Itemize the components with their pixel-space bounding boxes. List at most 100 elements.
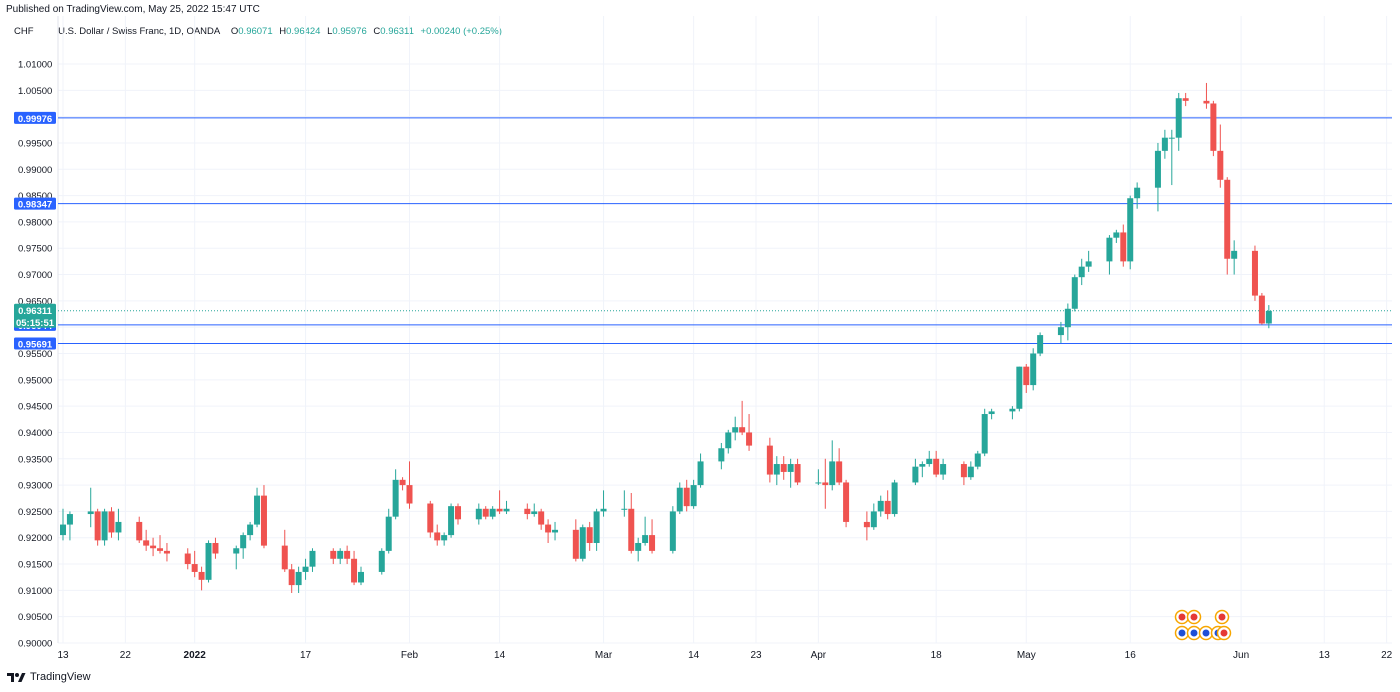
candle [870,503,877,530]
candle-body [1231,250,1238,259]
candle [933,450,940,478]
candle-body [1009,408,1016,412]
candle [1030,348,1037,391]
candle-body [427,503,434,533]
candle-body [1078,266,1085,278]
y-tick-label: 0.94500 [18,402,52,413]
candle [690,479,697,509]
candle-body [870,511,877,528]
candle-body [1016,366,1023,409]
symbol-currency: CHF [14,26,34,37]
candle-body [1064,308,1071,328]
footer-brand[interactable]: TradingView [6,671,91,683]
candle-body [552,529,559,533]
candle [455,503,462,525]
candle-body [538,511,545,525]
candle-body [974,453,981,467]
x-tick-label: 2022 [184,650,207,661]
candle [579,524,586,562]
candle-body [683,487,690,507]
candle-body [392,479,399,517]
candle [1265,305,1272,329]
candle-body [739,427,746,433]
candle [136,516,143,543]
candle-body [642,535,649,543]
candle-body [406,485,413,504]
candle-body [351,558,358,583]
candle [1168,129,1175,186]
candle [205,540,212,583]
candle [739,400,746,436]
candle [1127,195,1134,270]
x-tick-label: Feb [401,650,419,661]
open-label: O [230,26,239,37]
candle [385,508,392,554]
candle-body [649,535,656,551]
candle [628,492,635,554]
candle [794,458,801,486]
candle [378,548,385,575]
candle-body [829,461,836,486]
candle-body [926,458,933,465]
high-label: H [279,26,287,37]
candle-body [136,521,143,541]
candle-body [773,464,780,475]
price-tag-text: 05:15:51 [16,318,55,329]
candle [1106,235,1113,275]
candle-body [357,571,364,583]
y-tick-label: 0.90500 [18,612,52,623]
candle-body [288,569,295,586]
candle-body [746,432,753,446]
candle-body [891,482,898,515]
candle [115,508,122,541]
x-tick-label: Apr [811,650,827,661]
candle [357,566,364,586]
candle-body [940,464,947,475]
candle [718,442,725,470]
candle [260,485,267,549]
candle [891,479,898,517]
candle [392,469,399,520]
candle [399,477,406,491]
candle [254,487,261,528]
y-tick-label: 0.93000 [18,481,52,492]
candle-body [1085,261,1092,267]
candle-body [150,545,157,549]
candle-body [1154,150,1161,188]
candle-body [434,532,441,541]
candle [787,458,794,488]
candle [1113,229,1120,243]
candle [676,482,683,515]
candle [191,550,198,578]
x-tick-label: 13 [57,650,69,661]
candle-body [482,508,489,517]
candle [1182,92,1189,107]
candle-body [101,511,108,541]
candle-body [815,482,822,484]
candle [434,524,441,546]
flag-icon[interactable] [1174,609,1232,641]
event-icons[interactable] [1174,609,1232,641]
candle-body [1175,98,1182,138]
candle [919,461,926,478]
candle [884,490,891,520]
candle-body [531,511,538,515]
candle-body [1203,100,1210,104]
x-tick-label: 22 [1381,650,1393,661]
candle [572,519,579,562]
candle [1154,142,1161,212]
y-tick-label: 0.95500 [18,349,52,360]
candle [981,408,988,457]
candle [552,521,559,541]
candle-body [337,550,344,559]
price-tag-text: 0.99976 [18,114,52,125]
candle [281,529,288,572]
y-tick-label: 0.92500 [18,507,52,518]
candle [406,461,413,509]
candle-body [191,564,198,572]
horizontal-lines[interactable] [58,117,1392,344]
candle-body [212,542,219,554]
candle-body [884,500,891,515]
candle [288,564,295,593]
